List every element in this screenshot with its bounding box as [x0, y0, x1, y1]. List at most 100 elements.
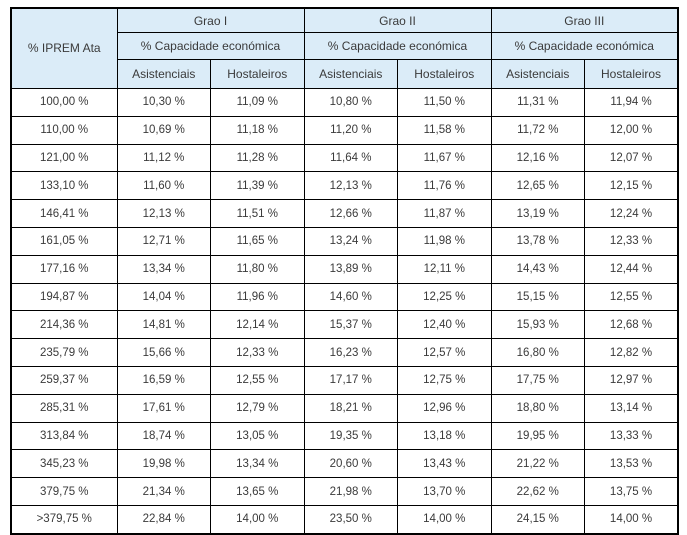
- table-row: 313,84 % 18,74 % 13,05 % 19,35 % 13,18 % 19,9…: [10, 421, 679, 451]
- capacity-value-cell: 13,19 %: [490, 199, 586, 228]
- capacity-value-cell: 13,78 %: [490, 226, 586, 256]
- capacity-value-cell: 14,81 %: [116, 310, 211, 340]
- capacity-value-cell: 12,75 %: [397, 365, 492, 395]
- capacity-value-cell: 11,12 %: [116, 143, 211, 173]
- capacity-value-cell: 11,94 %: [584, 88, 679, 117]
- page: % IPREM Ata Grao I Grao II Grao III % Ca…: [10, 7, 680, 535]
- capacity-value-cell: 11,65 %: [210, 226, 305, 256]
- capacity-value-cell: 19,95 %: [490, 421, 586, 451]
- capacity-value-cell: 12,55 %: [584, 282, 679, 312]
- iprem-value-cell: 194,87 %: [10, 282, 118, 312]
- capacity-value-cell: 14,60 %: [303, 282, 399, 312]
- capacity-value-cell: 11,76 %: [397, 171, 492, 201]
- capacity-value-cell: 12,25 %: [397, 282, 492, 312]
- capacity-value-cell: 12,97 %: [584, 365, 679, 395]
- iprem-value-cell: 259,37 %: [10, 365, 118, 395]
- capacity-value-cell: 11,87 %: [397, 199, 492, 228]
- capacity-value-cell: 12,24 %: [584, 199, 679, 228]
- capacity-value-cell: 12,40 %: [397, 310, 492, 340]
- capacity-value-cell: 13,24 %: [303, 226, 399, 256]
- capacity-value-cell: 12,66 %: [303, 199, 399, 228]
- capacity-value-cell: 13,34 %: [116, 254, 211, 284]
- capacity-value-cell: 22,84 %: [116, 504, 211, 535]
- group-header-row: % IPREM Ata Grao I Grao II Grao III: [10, 7, 679, 89]
- table-row: 110,00 % 10,69 % 11,18 % 11,20 % 11,58 % 11,7…: [10, 115, 679, 145]
- capacity-value-cell: 11,09 %: [210, 88, 305, 117]
- capacity-value-cell: 11,98 %: [397, 226, 492, 256]
- capacity-value-cell: 15,37 %: [303, 310, 399, 340]
- table-row: 177,16 % 13,34 % 11,80 % 13,89 % 12,11 % 14,4…: [10, 254, 679, 284]
- iprem-value-cell: 214,36 %: [10, 310, 118, 340]
- table-row: 121,00 % 11,12 % 11,28 % 11,64 % 11,67 % 12,1…: [10, 143, 679, 173]
- capacity-value-cell: 12,00 %: [584, 115, 679, 145]
- table-row: 235,79 % 15,66 % 12,33 % 16,23 % 12,57 % 16,8…: [10, 338, 679, 367]
- table-row: 194,87 % 14,04 % 11,96 % 14,60 % 12,25 % 15,1…: [10, 282, 679, 312]
- iprem-value-cell: 313,84 %: [10, 421, 118, 451]
- capacity-value-cell: 13,14 %: [584, 393, 679, 423]
- capacity-value-cell: 13,53 %: [584, 449, 679, 479]
- iprem-value-cell: 177,16 %: [10, 254, 118, 284]
- capacity-value-cell: 12,33 %: [584, 226, 679, 256]
- table-body: 100,00 % 10,30 % 11,09 % 10,80 % 11,50 % 11,3…: [10, 88, 679, 535]
- group-header-grao-1: Grao I: [116, 7, 305, 33]
- capacity-value-cell: 12,65 %: [490, 171, 586, 201]
- capacity-value-cell: 17,61 %: [116, 393, 211, 423]
- iprem-value-cell: >379,75 %: [10, 504, 118, 535]
- capacity-value-cell: 18,21 %: [303, 393, 399, 423]
- capacity-value-cell: 12,14 %: [210, 310, 305, 340]
- table-row: 100,00 % 10,30 % 11,09 % 10,80 % 11,50 % 11,3…: [10, 88, 679, 117]
- iprem-value-cell: 146,41 %: [10, 199, 118, 228]
- capacity-value-cell: 10,69 %: [116, 115, 211, 145]
- capacity-value-cell: 11,67 %: [397, 143, 492, 173]
- subtitle-grao-2: % Capacidade económica: [303, 32, 492, 60]
- capacity-value-cell: 12,16 %: [490, 143, 586, 173]
- table-row: >379,75 % 22,84 % 14,00 % 23,50 % 14,00 % 24,…: [10, 504, 679, 535]
- capacity-value-cell: 19,98 %: [116, 449, 211, 479]
- capacity-value-cell: 14,00 %: [397, 504, 492, 535]
- group-header-grao-2: Grao II: [303, 7, 492, 33]
- iprem-value-cell: 379,75 %: [10, 477, 118, 506]
- capacity-value-cell: 13,05 %: [210, 421, 305, 451]
- column-header-row: Asistenciais Hostaleiros Asistenciais Ho…: [11, 59, 679, 89]
- capacity-value-cell: 12,33 %: [210, 338, 305, 367]
- table-row: 133,10 % 11,60 % 11,39 % 12,13 % 11,76 % 12,6…: [10, 171, 679, 201]
- capacity-value-cell: 11,60 %: [116, 171, 211, 201]
- col-header-asistenciais: Asistenciais: [116, 59, 211, 89]
- capacity-value-cell: 11,20 %: [303, 115, 399, 145]
- capacity-value-cell: 10,30 %: [116, 88, 211, 117]
- col-header-hostaleiros: Hostaleiros: [584, 59, 679, 89]
- capacity-value-cell: 21,34 %: [116, 477, 211, 506]
- table-row: 259,37 % 16,59 % 12,55 % 17,17 % 12,75 % 17,7…: [10, 365, 679, 395]
- capacity-value-cell: 14,00 %: [210, 504, 305, 535]
- capacity-value-cell: 11,18 %: [210, 115, 305, 145]
- capacity-value-cell: 11,28 %: [210, 143, 305, 173]
- capacity-value-cell: 12,15 %: [584, 171, 679, 201]
- capacity-value-cell: 13,34 %: [210, 449, 305, 479]
- capacity-value-cell: 21,98 %: [303, 477, 399, 506]
- capacity-value-cell: 14,00 %: [584, 504, 679, 535]
- capacity-value-cell: 16,23 %: [303, 338, 399, 367]
- col-header-hostaleiros: Hostaleiros: [210, 59, 305, 89]
- capacity-value-cell: 16,80 %: [490, 338, 586, 367]
- table-row: 161,05 % 12,71 % 11,65 % 13,24 % 11,98 % 13,7…: [10, 226, 679, 256]
- table-row: 146,41 % 12,13 % 11,51 % 12,66 % 11,87 % 13,1…: [10, 199, 679, 228]
- iprem-value-cell: 345,23 %: [10, 449, 118, 479]
- subtitle-grao-1: % Capacidade económica: [116, 32, 305, 60]
- capacity-value-cell: 11,39 %: [210, 171, 305, 201]
- capacity-value-cell: 13,65 %: [210, 477, 305, 506]
- iprem-value-cell: 161,05 %: [10, 226, 118, 256]
- iprem-value-cell: 285,31 %: [10, 393, 118, 423]
- capacity-value-cell: 11,96 %: [210, 282, 305, 312]
- capacity-value-cell: 12,57 %: [397, 338, 492, 367]
- capacity-value-cell: 20,60 %: [303, 449, 399, 479]
- capacity-value-cell: 11,58 %: [397, 115, 492, 145]
- capacity-value-cell: 16,59 %: [116, 365, 211, 395]
- capacity-value-cell: 18,74 %: [116, 421, 211, 451]
- capacity-value-cell: 13,18 %: [397, 421, 492, 451]
- capacity-value-cell: 21,22 %: [490, 449, 586, 479]
- capacity-value-cell: 24,15 %: [490, 504, 586, 535]
- capacity-value-cell: 11,64 %: [303, 143, 399, 173]
- capacity-value-cell: 14,43 %: [490, 254, 586, 284]
- capacity-value-cell: 17,17 %: [303, 365, 399, 395]
- iprem-value-cell: 121,00 %: [10, 143, 118, 173]
